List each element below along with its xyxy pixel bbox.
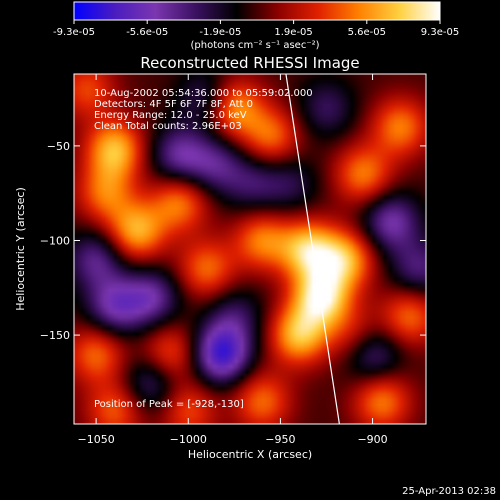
annotation-clean-counts: Clean Total counts: 2.96E+03 bbox=[94, 121, 242, 132]
colorbar-tick-label: -1.9e-05 bbox=[199, 27, 241, 38]
colorbar-tick-label: -5.6e-05 bbox=[126, 27, 168, 38]
colorbar-tick-label: -9.3e-05 bbox=[53, 27, 95, 38]
chart-title: Reconstructed RHESSI Image bbox=[140, 54, 359, 72]
heatmap-image bbox=[74, 74, 426, 424]
colorbar-unit-label: (photons cm⁻² s⁻¹ asec⁻²) bbox=[190, 40, 319, 51]
y-axis: −50 −100 −150 bbox=[40, 140, 426, 342]
x-axis: −1050 −1000 −950 −900 bbox=[78, 74, 388, 446]
plot-frame bbox=[73, 73, 427, 425]
colorbar bbox=[73, 1, 441, 21]
y-tick-label: −150 bbox=[40, 329, 70, 342]
x-tick-label: −1000 bbox=[170, 433, 207, 446]
timestamp: 25-Apr-2013 02:38 bbox=[402, 486, 496, 497]
colorbar-tick-label: 5.6e-05 bbox=[348, 27, 386, 38]
y-tick-label: −100 bbox=[40, 234, 70, 247]
annotation-energy-range: Energy Range: 12.0 - 25.0 keV bbox=[94, 110, 247, 121]
colorbar-tick-label: 9.3e-05 bbox=[421, 27, 459, 38]
annotation-time-range: 10-Aug-2002 05:54:36.000 to 05:59:02.000 bbox=[94, 88, 313, 99]
y-tick-label: −50 bbox=[47, 140, 70, 153]
colorbar-tick-label: 1.9e-05 bbox=[274, 27, 312, 38]
annotation-detectors: Detectors: 4F 5F 6F 7F 8F, Att 0 bbox=[94, 99, 253, 110]
x-axis-label: Heliocentric X (arcsec) bbox=[188, 448, 312, 461]
colorbar-ticks: -9.3e-05 -5.6e-05 -1.9e-05 1.9e-05 5.6e-05 9.… bbox=[53, 20, 459, 38]
limb-line bbox=[285, 74, 340, 424]
x-tick-label: −1050 bbox=[78, 433, 115, 446]
x-tick-label: −900 bbox=[357, 433, 387, 446]
x-tick-label: −950 bbox=[265, 433, 295, 446]
peak-position-label: Position of Peak = [-928,-130] bbox=[94, 399, 244, 410]
y-axis-label: Heliocentric Y (arcsec) bbox=[14, 187, 27, 311]
